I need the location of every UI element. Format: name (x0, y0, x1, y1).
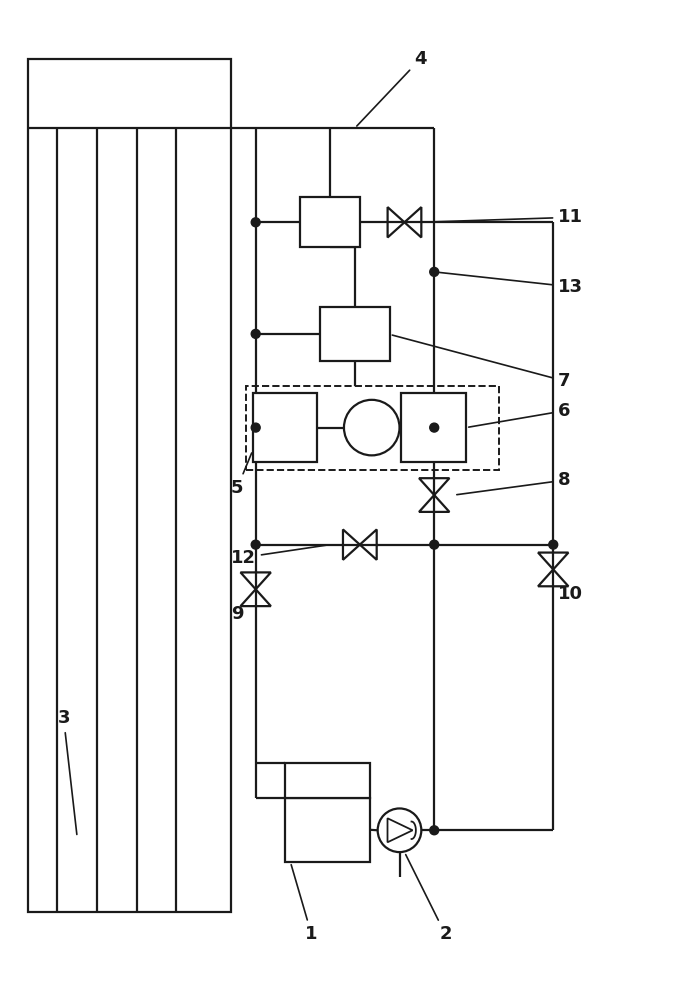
Polygon shape (538, 569, 568, 586)
Bar (253, 393, 317, 462)
Circle shape (251, 329, 260, 338)
Polygon shape (240, 572, 271, 589)
Circle shape (430, 267, 439, 276)
Text: 2: 2 (405, 855, 452, 943)
Polygon shape (343, 529, 360, 560)
Circle shape (378, 808, 422, 852)
Circle shape (344, 400, 399, 455)
Text: 9: 9 (231, 591, 254, 623)
Bar (401, 393, 466, 462)
Text: 3: 3 (57, 709, 77, 834)
Circle shape (430, 540, 439, 549)
Polygon shape (419, 478, 449, 495)
Bar (320, 307, 390, 361)
Polygon shape (360, 529, 377, 560)
Circle shape (251, 540, 260, 549)
Polygon shape (405, 207, 422, 237)
Polygon shape (240, 589, 271, 606)
Bar (285, 798, 370, 862)
Text: 8: 8 (457, 471, 571, 495)
Circle shape (251, 423, 260, 432)
Polygon shape (388, 207, 405, 237)
Text: 11: 11 (422, 208, 583, 226)
Bar (246, 386, 498, 470)
Polygon shape (419, 495, 449, 512)
Text: 13: 13 (437, 272, 583, 296)
Text: 4: 4 (356, 50, 427, 126)
Polygon shape (538, 553, 568, 569)
Text: 5: 5 (231, 453, 252, 497)
Circle shape (549, 540, 557, 549)
Text: 7: 7 (392, 335, 570, 390)
Circle shape (430, 826, 439, 835)
Text: 12: 12 (231, 545, 327, 567)
Text: 10: 10 (555, 572, 583, 603)
Circle shape (251, 218, 260, 227)
Bar (300, 197, 360, 247)
Bar (28, 59, 231, 912)
Text: 6: 6 (469, 402, 570, 427)
Bar (285, 763, 370, 798)
Text: 1: 1 (291, 865, 318, 943)
Circle shape (430, 423, 439, 432)
